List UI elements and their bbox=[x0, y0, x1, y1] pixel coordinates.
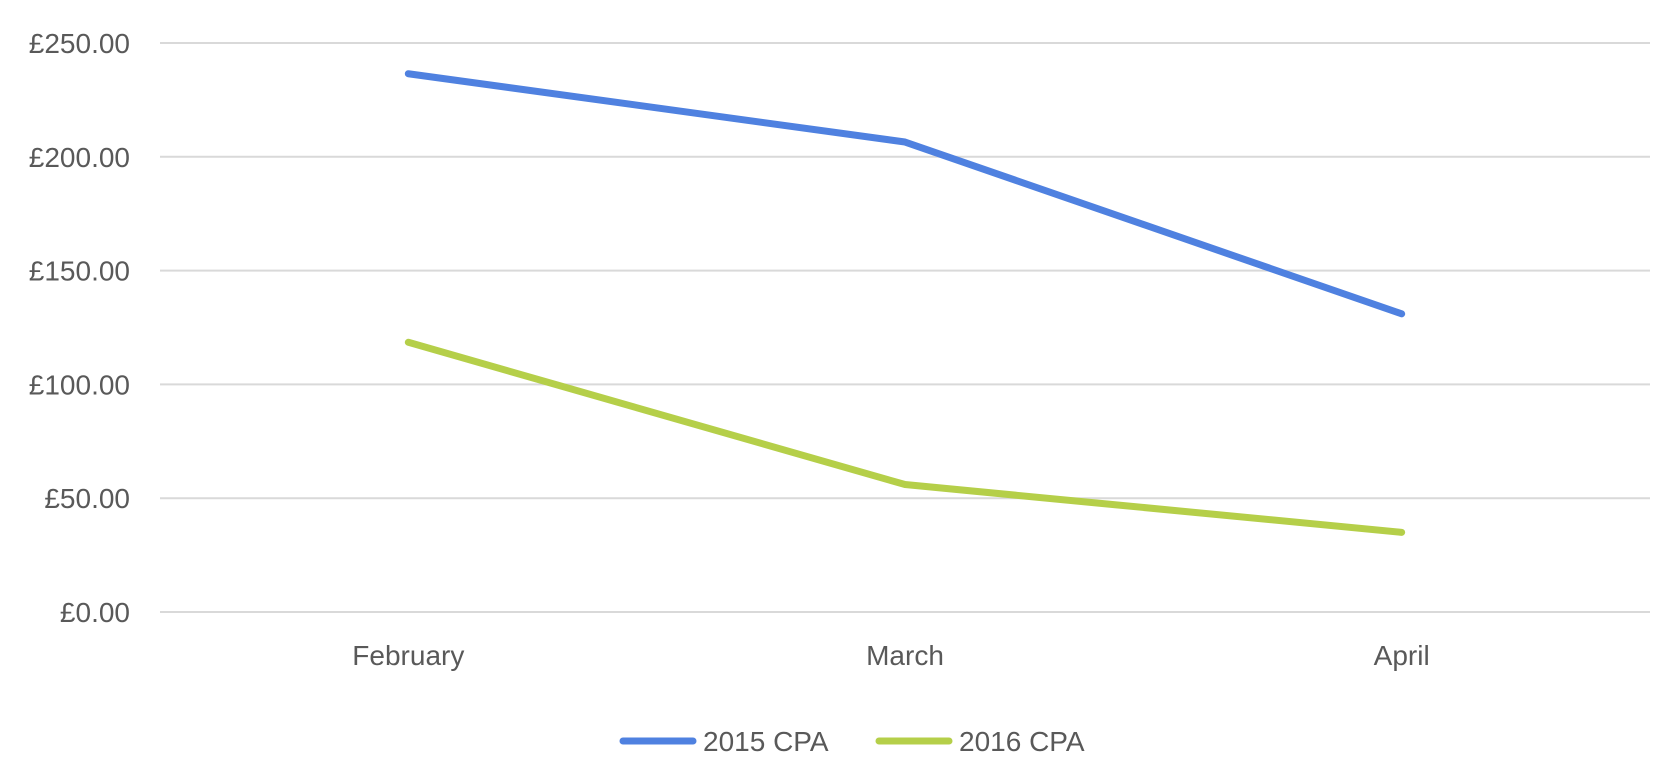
legend-item-2016-cpa: 2016 CPA bbox=[875, 726, 1085, 757]
x-tick-label-february: February bbox=[352, 640, 464, 671]
legend-item-2015-cpa: 2015 CPA bbox=[619, 726, 829, 757]
gridlines bbox=[160, 42, 1650, 613]
series-line-2016-cpa bbox=[404, 338, 1406, 536]
y-tick-label: £100.00 bbox=[29, 369, 130, 400]
series-line-2015-cpa bbox=[404, 70, 1406, 318]
y-tick-label: £50.00 bbox=[44, 483, 130, 514]
y-tick-label: £200.00 bbox=[29, 142, 130, 173]
x-tick-label-april: April bbox=[1374, 640, 1430, 671]
y-tick-label: £0.00 bbox=[60, 597, 130, 628]
legend: 2015 CPA 2016 CPA bbox=[619, 726, 1085, 757]
y-axis-tick-labels: £0.00 £50.00 £100.00 £150.00 £200.00 £250.00 bbox=[29, 28, 130, 628]
legend-label-2016-cpa: 2016 CPA bbox=[959, 726, 1085, 757]
y-tick-label: £250.00 bbox=[29, 28, 130, 59]
series-lines bbox=[404, 70, 1406, 536]
y-tick-label: £150.00 bbox=[29, 256, 130, 287]
x-tick-label-march: March bbox=[866, 640, 944, 671]
legend-label-2015-cpa: 2015 CPA bbox=[703, 726, 829, 757]
x-axis-tick-labels: February March April bbox=[352, 640, 1429, 671]
